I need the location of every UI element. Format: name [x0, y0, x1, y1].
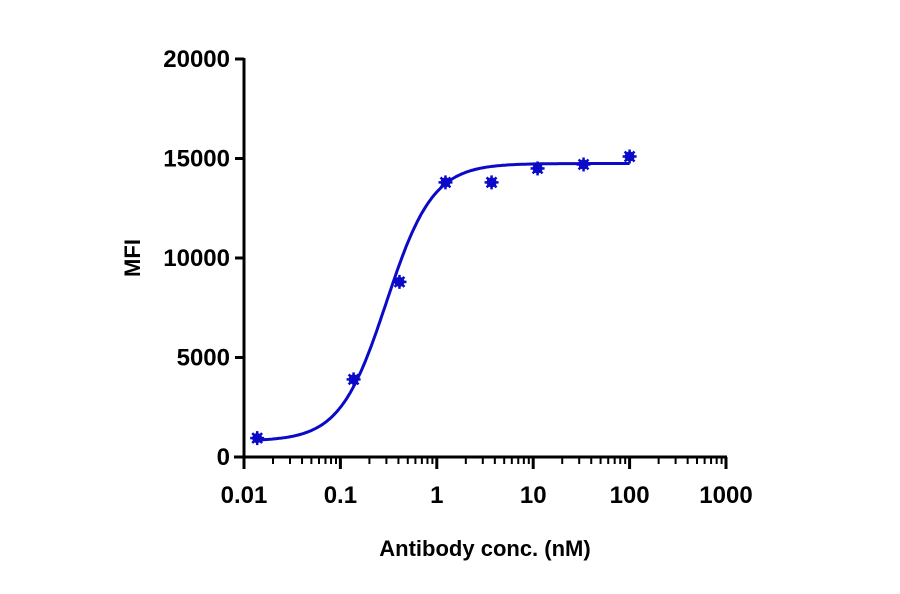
y-tick-label: 5000 — [177, 345, 230, 372]
x-tick-label: 1 — [430, 482, 443, 509]
y-tick-label: 15000 — [163, 146, 230, 173]
x-axis: 0.01 0.1 1 10 100 1000 — [221, 455, 753, 509]
fit-curve — [257, 162, 630, 442]
data-point — [530, 161, 545, 176]
data-point — [622, 149, 637, 164]
data-point — [484, 175, 499, 190]
y-tick-label: 20000 — [163, 46, 230, 73]
y-axis: 0 5000 10000 15000 20000 — [163, 46, 246, 471]
x-axis-title: Antibody conc. (nM) — [379, 536, 590, 561]
x-tick-label: 100 — [610, 482, 650, 509]
y-axis-title: MFI — [120, 239, 145, 277]
x-tick-label: 1000 — [699, 482, 752, 509]
data-point — [438, 175, 453, 190]
data-point — [346, 372, 361, 387]
x-tick-label: 10 — [520, 482, 547, 509]
data-points — [250, 149, 637, 446]
y-tick-label: 0 — [217, 444, 230, 471]
x-tick-label: 0.01 — [221, 482, 268, 509]
data-point — [250, 431, 265, 446]
data-point — [392, 274, 407, 289]
y-tick-label: 10000 — [163, 245, 230, 272]
x-tick-label: 0.1 — [324, 482, 357, 509]
data-point — [576, 157, 591, 172]
